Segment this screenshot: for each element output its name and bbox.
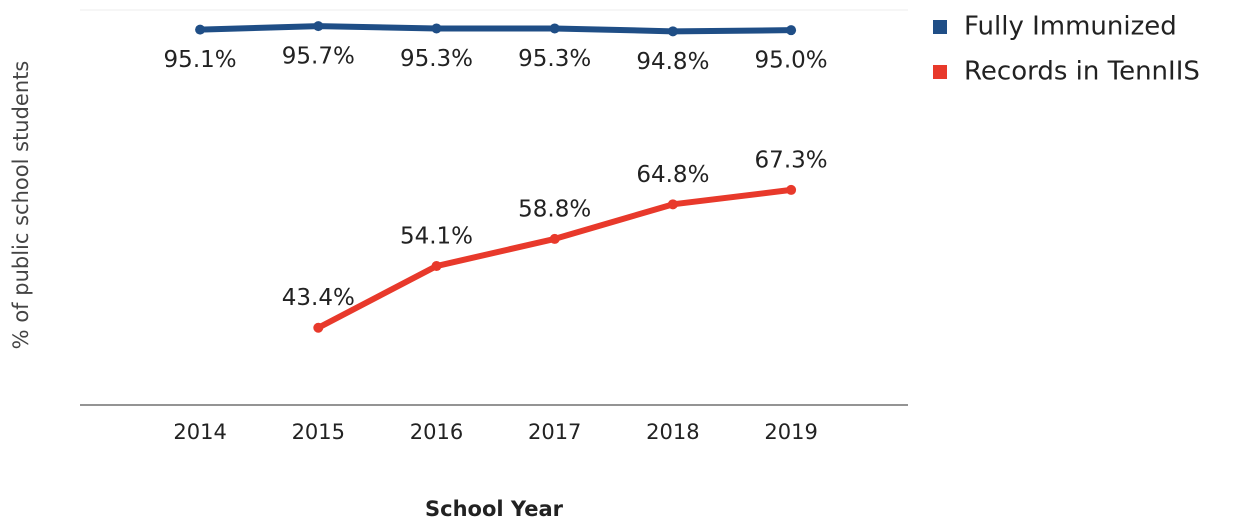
value-label: 95.3%	[518, 46, 591, 72]
point	[431, 23, 442, 34]
point	[313, 21, 324, 32]
x-tick-label: 2018	[646, 420, 699, 444]
value-label: 94.8%	[636, 49, 709, 75]
value-label: 95.1%	[164, 47, 237, 73]
x-tick-label: 2019	[764, 420, 817, 444]
point	[667, 199, 678, 210]
legend-label: Records in TennIIS	[964, 57, 1200, 87]
point	[786, 184, 797, 195]
point	[313, 322, 324, 333]
x-tick-label: 2017	[528, 420, 581, 444]
series-line	[197, 23, 795, 35]
point	[549, 23, 560, 34]
point	[667, 26, 678, 37]
point	[786, 25, 797, 36]
legend-swatch	[933, 20, 947, 34]
value-label: 95.7%	[282, 44, 355, 70]
x-tick-label: 2015	[292, 420, 345, 444]
value-label: 95.0%	[755, 48, 828, 74]
value-label: 54.1%	[400, 224, 473, 250]
x-axis-title: School Year	[425, 497, 564, 520]
legend-swatch	[933, 65, 947, 79]
x-tick-label: 2016	[410, 420, 463, 444]
value-label: 58.8%	[518, 196, 591, 222]
y-axis-title: % of public school students	[9, 61, 33, 350]
value-label: 43.4%	[282, 285, 355, 311]
point	[431, 261, 442, 272]
point	[195, 24, 206, 35]
legend-label: Fully Immunized	[964, 12, 1177, 42]
x-tick-label: 2014	[173, 420, 226, 444]
value-label: 64.8%	[636, 162, 709, 188]
value-label: 95.3%	[400, 46, 473, 72]
value-label: 67.3%	[755, 147, 828, 173]
point	[549, 233, 560, 244]
